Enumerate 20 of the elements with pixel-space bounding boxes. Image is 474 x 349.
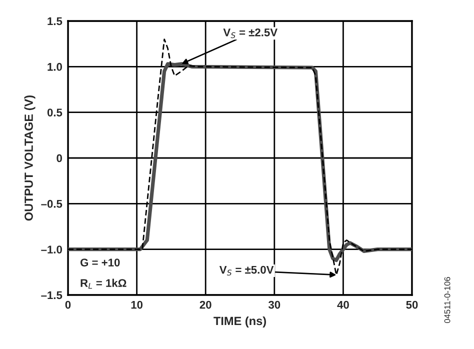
y-tick-label: 1.5 [48,17,62,26]
annotation: V$_{S}$ = ±5.0V [219,266,274,276]
annotation: R$_{L}$ = 1kΩ [80,278,126,289]
x-tick-label: 30 [268,300,280,309]
x-tick-label: 0 [65,300,71,309]
annotation: G = +10 [80,258,120,266]
y-tick-label: 1.0 [48,62,62,71]
x-tick-label: 20 [200,300,212,309]
annotation: V$_{S}$ = ±2.5V [223,28,278,38]
x-axis-title: TIME (ns) [214,316,266,328]
x-tick-label: 40 [337,300,349,309]
y-tick-label: –1.5 [41,291,62,300]
y-tick-label: 0.5 [47,108,62,116]
x-tick-label: 10 [131,300,143,309]
x-tick-label: 50 [406,300,418,309]
y-axis-title: OUTPUT VOLTAGE (V) [24,96,36,221]
text: 04511-0-106 [444,277,450,323]
y-tick-label: 0 [56,154,62,162]
y-tick-label: –0.5 [41,200,62,208]
y-tick-label: –1.0 [41,246,62,254]
